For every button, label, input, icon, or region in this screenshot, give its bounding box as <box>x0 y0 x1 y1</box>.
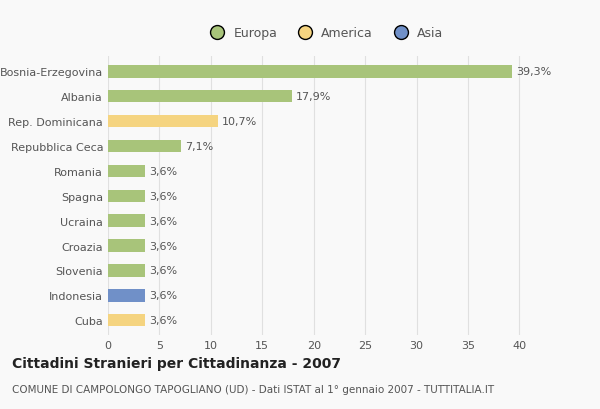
Bar <box>108 240 145 252</box>
Bar <box>108 140 181 153</box>
Text: 3,6%: 3,6% <box>149 266 177 276</box>
Text: 17,9%: 17,9% <box>296 92 332 102</box>
Bar <box>108 190 145 202</box>
Text: 3,6%: 3,6% <box>149 166 177 176</box>
Text: 39,3%: 39,3% <box>517 67 551 77</box>
Text: 3,6%: 3,6% <box>149 191 177 201</box>
Text: 3,6%: 3,6% <box>149 315 177 326</box>
Bar <box>108 91 292 103</box>
Text: Cittadini Stranieri per Cittadinanza - 2007: Cittadini Stranieri per Cittadinanza - 2… <box>12 356 341 370</box>
Text: 3,6%: 3,6% <box>149 241 177 251</box>
Legend: Europa, America, Asia: Europa, America, Asia <box>205 27 443 40</box>
Bar <box>108 116 218 128</box>
Bar <box>108 265 145 277</box>
Bar <box>108 314 145 327</box>
Text: COMUNE DI CAMPOLONGO TAPOGLIANO (UD) - Dati ISTAT al 1° gennaio 2007 - TUTTITALI: COMUNE DI CAMPOLONGO TAPOGLIANO (UD) - D… <box>12 384 494 394</box>
Bar <box>108 165 145 178</box>
Bar <box>108 66 512 79</box>
Text: 7,1%: 7,1% <box>185 142 214 152</box>
Text: 3,6%: 3,6% <box>149 291 177 301</box>
Bar <box>108 290 145 302</box>
Text: 3,6%: 3,6% <box>149 216 177 226</box>
Bar <box>108 215 145 227</box>
Text: 10,7%: 10,7% <box>222 117 257 127</box>
